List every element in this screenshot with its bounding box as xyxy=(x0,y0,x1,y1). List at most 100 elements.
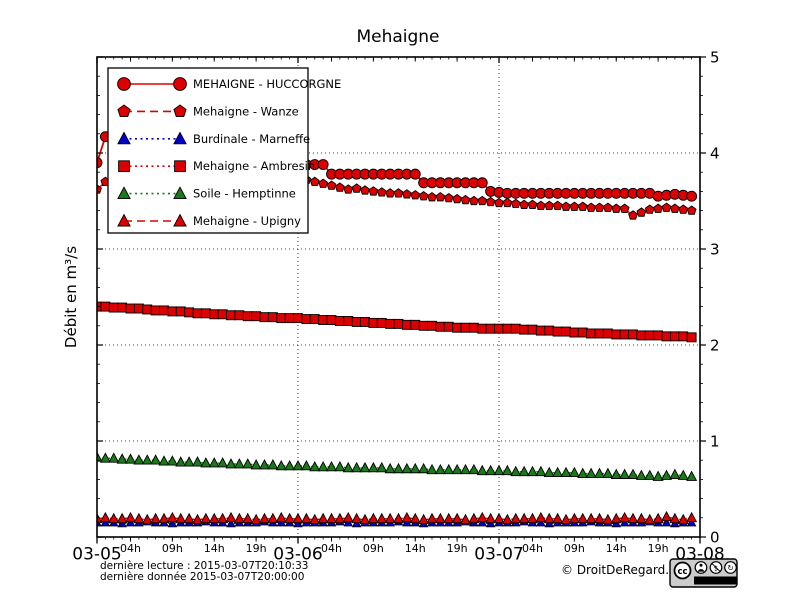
data-marker-mehaigne-wanze xyxy=(334,182,345,192)
data-marker-mehaigne-upigny xyxy=(543,512,555,524)
data-marker-soile-hemptinne xyxy=(526,465,539,477)
data-marker-mehaigne-upigny xyxy=(602,513,614,525)
data-marker-mehaigne-ambresin xyxy=(343,316,354,326)
data-marker-mehaigne-upigny xyxy=(526,512,539,524)
data-marker-soile-hemptinne xyxy=(644,469,656,480)
data-marker-mehaigne-upigny xyxy=(510,512,522,524)
data-marker-mehaigne-ambresin xyxy=(142,304,153,315)
data-marker-soile-hemptinne xyxy=(443,463,455,475)
data-marker-soile-hemptinne xyxy=(325,460,338,472)
data-marker-mehaigne-ambresin xyxy=(569,327,580,338)
cc-by-label: BY xyxy=(697,579,705,585)
data-marker-mehaigne-upigny xyxy=(99,511,111,523)
cc-badge-strip xyxy=(694,576,737,585)
data-marker-mehaigne-upigny xyxy=(535,511,547,523)
data-marker-soile-hemptinne xyxy=(99,452,111,463)
data-marker-mehaigne-wanze xyxy=(535,200,546,210)
data-marker-mehaigne-upigny xyxy=(141,513,153,525)
data-marker-mehaigne-upigny xyxy=(217,512,229,524)
data-marker-mehaigne-upigny xyxy=(367,512,379,524)
data-marker-mehaigne-wanze xyxy=(552,200,563,210)
data-marker-mehaigne-upigny xyxy=(644,513,656,525)
data-marker-mehaigne-ambresin xyxy=(653,330,664,341)
data-marker-mehaigne-ambresin xyxy=(661,331,672,342)
data-marker-mehaigne-ambresin xyxy=(452,322,463,333)
data-marker-soile-hemptinne xyxy=(217,457,229,468)
data-marker-mehaigne-huccorgne xyxy=(409,168,421,180)
data-marker-mehaigne-wanze xyxy=(561,201,571,211)
data-marker-soile-hemptinne xyxy=(568,466,580,478)
data-marker-mehaigne-upigny xyxy=(250,513,262,525)
data-marker-soile-hemptinne xyxy=(309,460,321,472)
data-marker-mehaigne-ambresin xyxy=(619,329,630,340)
data-marker-mehaigne-ambresin xyxy=(226,310,236,321)
data-marker-soile-hemptinne xyxy=(233,458,245,469)
data-marker-mehaigne-ambresin xyxy=(586,328,597,339)
data-marker-mehaigne-ambresin xyxy=(544,325,555,336)
data-marker-soile-hemptinne xyxy=(108,452,120,463)
data-marker-mehaigne-ambresin xyxy=(108,302,119,313)
legend: MEHAIGNE - HUCCORGNE Mehaigne - Wanze Burd… xyxy=(107,67,341,234)
data-marker-mehaigne-ambresin xyxy=(477,323,488,334)
data-marker-soile-hemptinne xyxy=(208,457,220,468)
cc-nc-slash-icon xyxy=(711,563,721,572)
data-marker-mehaigne-wanze xyxy=(678,204,689,214)
legend-item-mehaigne-ambresin: Mehaigne - Ambresin xyxy=(118,159,315,173)
data-marker-mehaigne-wanze xyxy=(385,188,396,198)
data-marker-mehaigne-ambresin xyxy=(686,332,697,343)
data-marker-mehaigne-upigny xyxy=(376,512,388,524)
data-marker-mehaigne-wanze xyxy=(477,195,488,206)
data-marker-soile-hemptinne xyxy=(334,460,346,472)
x-hour-tick-label: 04h xyxy=(120,542,141,555)
data-marker-mehaigne-huccorgne xyxy=(686,190,698,202)
data-marker-mehaigne-wanze xyxy=(519,199,530,210)
data-marker-soile-hemptinne xyxy=(97,451,103,462)
data-marker-soile-hemptinne xyxy=(267,459,279,470)
data-marker-mehaigne-upigny xyxy=(418,513,430,525)
data-marker-soile-hemptinne xyxy=(501,464,513,476)
data-marker-mehaigne-ambresin xyxy=(276,313,287,324)
data-marker-soile-hemptinne xyxy=(451,463,463,475)
legend-label-soile-hemptinne: Soile - Hemptinne xyxy=(193,187,296,201)
data-marker-soile-hemptinne xyxy=(342,461,354,473)
data-marker-soile-hemptinne xyxy=(250,459,262,470)
data-marker-soile-hemptinne xyxy=(284,460,296,471)
x-hour-tick-label: 14h xyxy=(204,542,225,555)
cc-sa-icon xyxy=(724,561,737,574)
data-marker-mehaigne-upigny xyxy=(242,512,254,524)
x-day-tick-label: 03-07 xyxy=(474,545,523,565)
data-marker-mehaigne-ambresin xyxy=(519,324,530,335)
data-marker-mehaigne-upigny xyxy=(426,512,438,524)
data-marker-mehaigne-ambresin xyxy=(611,329,622,340)
data-marker-mehaigne-ambresin xyxy=(418,320,429,331)
data-marker-mehaigne-wanze xyxy=(628,210,638,220)
data-marker-mehaigne-upigny xyxy=(342,511,354,523)
data-marker-mehaigne-huccorgne xyxy=(476,177,488,189)
data-marker-soile-hemptinne xyxy=(493,464,505,476)
data-marker-mehaigne-ambresin xyxy=(192,308,203,319)
data-marker-soile-hemptinne xyxy=(275,460,287,471)
x-day-tick-label: 03-06 xyxy=(273,545,322,565)
legend-item-mehaigne-wanze: Mehaigne - Wanze xyxy=(117,104,299,118)
data-marker-soile-hemptinne xyxy=(401,462,413,474)
data-marker-soile-hemptinne xyxy=(300,460,312,471)
data-marker-soile-hemptinne xyxy=(191,456,204,467)
data-marker-soile-hemptinne xyxy=(476,464,488,476)
data-marker-mehaigne-ambresin xyxy=(360,317,370,327)
data-marker-mehaigne-ambresin xyxy=(435,321,446,332)
data-marker-mehaigne-ambresin xyxy=(485,323,496,334)
data-marker-soile-hemptinne xyxy=(669,468,681,479)
y-tick-label: 4 xyxy=(710,144,720,162)
x-day-tick-label: 03-05 xyxy=(72,545,121,565)
data-marker-mehaigne-wanze xyxy=(577,201,588,211)
legend-marker-mehaigne-huccorgne xyxy=(117,77,131,91)
data-marker-soile-hemptinne xyxy=(225,458,237,469)
data-marker-soile-hemptinne xyxy=(593,467,606,478)
x-hour-tick-label: 04h xyxy=(522,542,543,555)
data-marker-mehaigne-upigny xyxy=(158,512,170,524)
x-hour-tick-label: 19h xyxy=(447,542,468,555)
legend-marker-burdinale-marneffe xyxy=(173,131,187,145)
legend-marker-mehaigne-upigny xyxy=(173,213,187,227)
data-marker-mehaigne-upigny xyxy=(568,512,580,524)
legend-marker-mehaigne-ambresin xyxy=(174,160,186,173)
